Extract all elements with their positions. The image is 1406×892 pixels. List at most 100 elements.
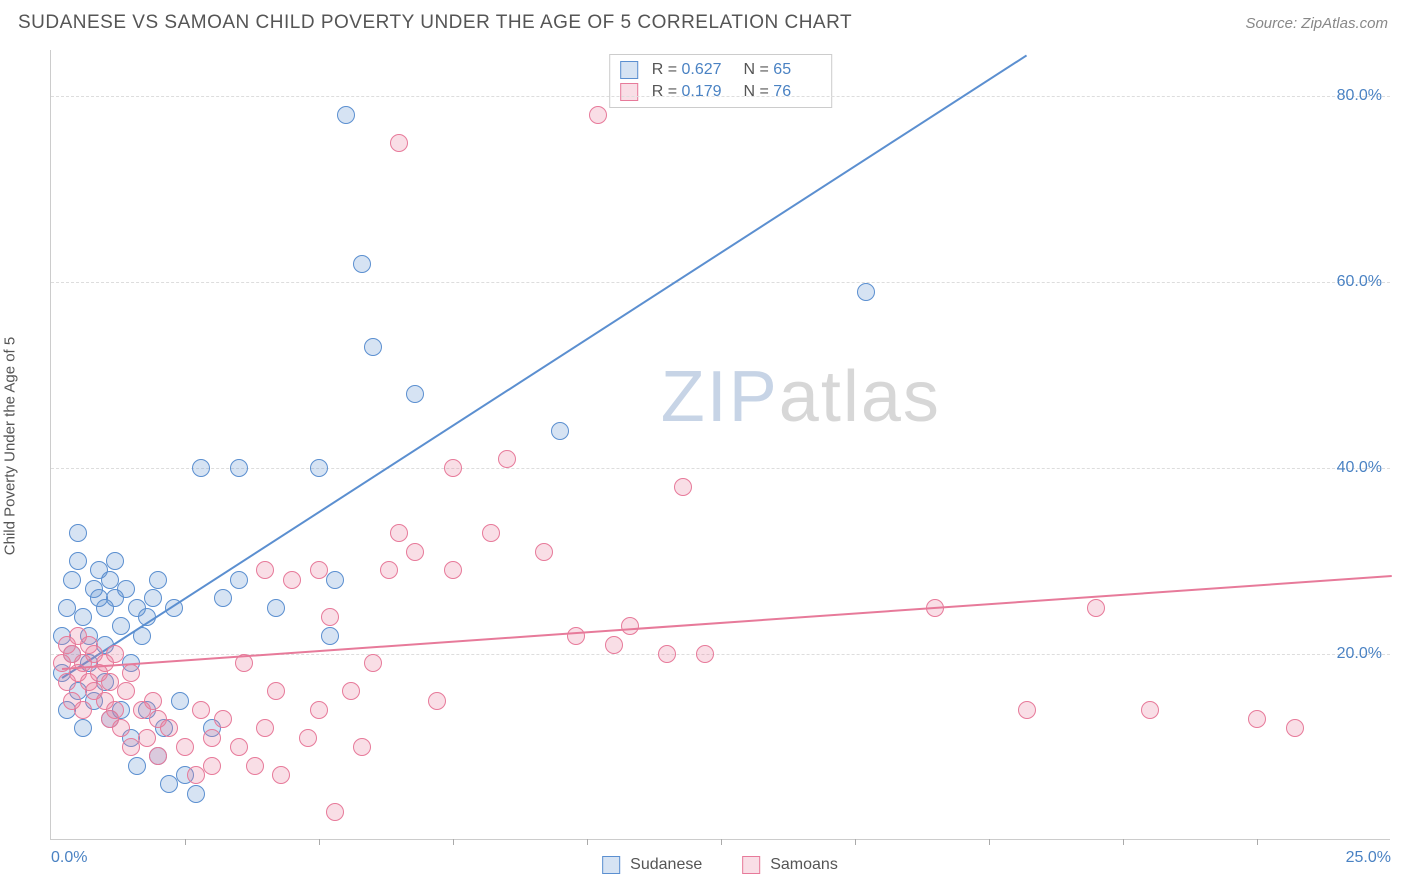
watermark: ZIPatlas xyxy=(661,356,941,438)
scatter-point xyxy=(122,664,140,682)
scatter-point xyxy=(106,701,124,719)
scatter-point xyxy=(353,738,371,756)
scatter-point xyxy=(428,692,446,710)
scatter-point xyxy=(353,255,371,273)
legend-item-sudanese: Sudanese xyxy=(602,856,702,874)
stats-legend-box: R = 0.627 N = 65 R = 0.179 N = 76 xyxy=(609,54,833,108)
y-tick-label: 80.0% xyxy=(1337,87,1382,105)
scatter-point xyxy=(149,747,167,765)
scatter-point xyxy=(101,571,119,589)
chart-title: SUDANESE VS SAMOAN CHILD POVERTY UNDER T… xyxy=(18,12,852,34)
scatter-point xyxy=(117,682,135,700)
scatter-point xyxy=(589,106,607,124)
x-tick xyxy=(185,839,186,845)
scatter-point xyxy=(267,599,285,617)
scatter-point xyxy=(1087,599,1105,617)
scatter-point xyxy=(551,422,569,440)
scatter-point xyxy=(176,738,194,756)
scatter-point xyxy=(535,543,553,561)
scatter-point xyxy=(1286,719,1304,737)
scatter-point xyxy=(567,627,585,645)
scatter-point xyxy=(214,710,232,728)
scatter-point xyxy=(69,524,87,542)
x-tick-label-end: 25.0% xyxy=(1346,849,1391,867)
scatter-point xyxy=(214,589,232,607)
y-tick-label: 20.0% xyxy=(1337,645,1382,663)
legend-bottom: Sudanese Samoans xyxy=(602,856,838,874)
scatter-point xyxy=(138,729,156,747)
scatter-point xyxy=(337,106,355,124)
scatter-point xyxy=(187,785,205,803)
scatter-point xyxy=(299,729,317,747)
n-label: N = xyxy=(744,61,774,78)
scatter-point xyxy=(69,552,87,570)
scatter-point xyxy=(267,682,285,700)
scatter-point xyxy=(203,729,221,747)
scatter-point xyxy=(160,719,178,737)
scatter-point xyxy=(498,450,516,468)
scatter-point xyxy=(321,627,339,645)
scatter-point xyxy=(63,571,81,589)
stats-row-sudanese: R = 0.627 N = 65 xyxy=(620,59,822,81)
scatter-point xyxy=(406,543,424,561)
scatter-point xyxy=(117,580,135,598)
x-tick xyxy=(855,839,856,845)
scatter-point xyxy=(272,766,290,784)
scatter-point xyxy=(326,803,344,821)
r-label: R = xyxy=(652,61,682,78)
scatter-point xyxy=(160,775,178,793)
y-tick-label: 60.0% xyxy=(1337,273,1382,291)
scatter-point xyxy=(1248,710,1266,728)
scatter-point xyxy=(187,766,205,784)
x-tick-label-start: 0.0% xyxy=(51,849,87,867)
scatter-point xyxy=(605,636,623,654)
scatter-point xyxy=(106,552,124,570)
scatter-point xyxy=(380,561,398,579)
scatter-point xyxy=(321,608,339,626)
scatter-point xyxy=(112,719,130,737)
n-value-samoans: 76 xyxy=(773,81,821,103)
trend-line xyxy=(62,575,1391,670)
scatter-point xyxy=(364,654,382,672)
gridline xyxy=(51,96,1390,97)
scatter-point xyxy=(342,682,360,700)
x-tick xyxy=(1123,839,1124,845)
scatter-point xyxy=(144,589,162,607)
scatter-point xyxy=(1018,701,1036,719)
scatter-point xyxy=(621,617,639,635)
scatter-point xyxy=(192,701,210,719)
r-value-sudanese: 0.627 xyxy=(682,59,730,81)
legend-label-sudanese: Sudanese xyxy=(630,856,702,874)
scatter-point xyxy=(246,757,264,775)
plot-region: ZIPatlas R = 0.627 N = 65 R = 0.179 N = … xyxy=(50,50,1390,840)
scatter-point xyxy=(128,757,146,775)
scatter-point xyxy=(106,645,124,663)
scatter-point xyxy=(310,561,328,579)
x-tick xyxy=(587,839,588,845)
scatter-point xyxy=(112,617,130,635)
scatter-point xyxy=(857,283,875,301)
x-tick xyxy=(319,839,320,845)
scatter-point xyxy=(149,571,167,589)
trend-line xyxy=(61,55,1027,679)
scatter-point xyxy=(658,645,676,663)
legend-swatch-samoans xyxy=(742,856,760,874)
scatter-point xyxy=(364,338,382,356)
scatter-point xyxy=(310,459,328,477)
legend-label-samoans: Samoans xyxy=(770,856,838,874)
scatter-point xyxy=(74,719,92,737)
gridline xyxy=(51,468,1390,469)
scatter-point xyxy=(256,719,274,737)
scatter-point xyxy=(256,561,274,579)
scatter-point xyxy=(310,701,328,719)
scatter-point xyxy=(283,571,301,589)
y-axis-label: Child Poverty Under the Age of 5 xyxy=(2,337,19,555)
scatter-point xyxy=(171,692,189,710)
scatter-point xyxy=(58,599,76,617)
scatter-point xyxy=(101,673,119,691)
scatter-point xyxy=(192,459,210,477)
gridline xyxy=(51,282,1390,283)
watermark-zip: ZIP xyxy=(661,357,779,437)
scatter-point xyxy=(390,134,408,152)
scatter-point xyxy=(230,738,248,756)
